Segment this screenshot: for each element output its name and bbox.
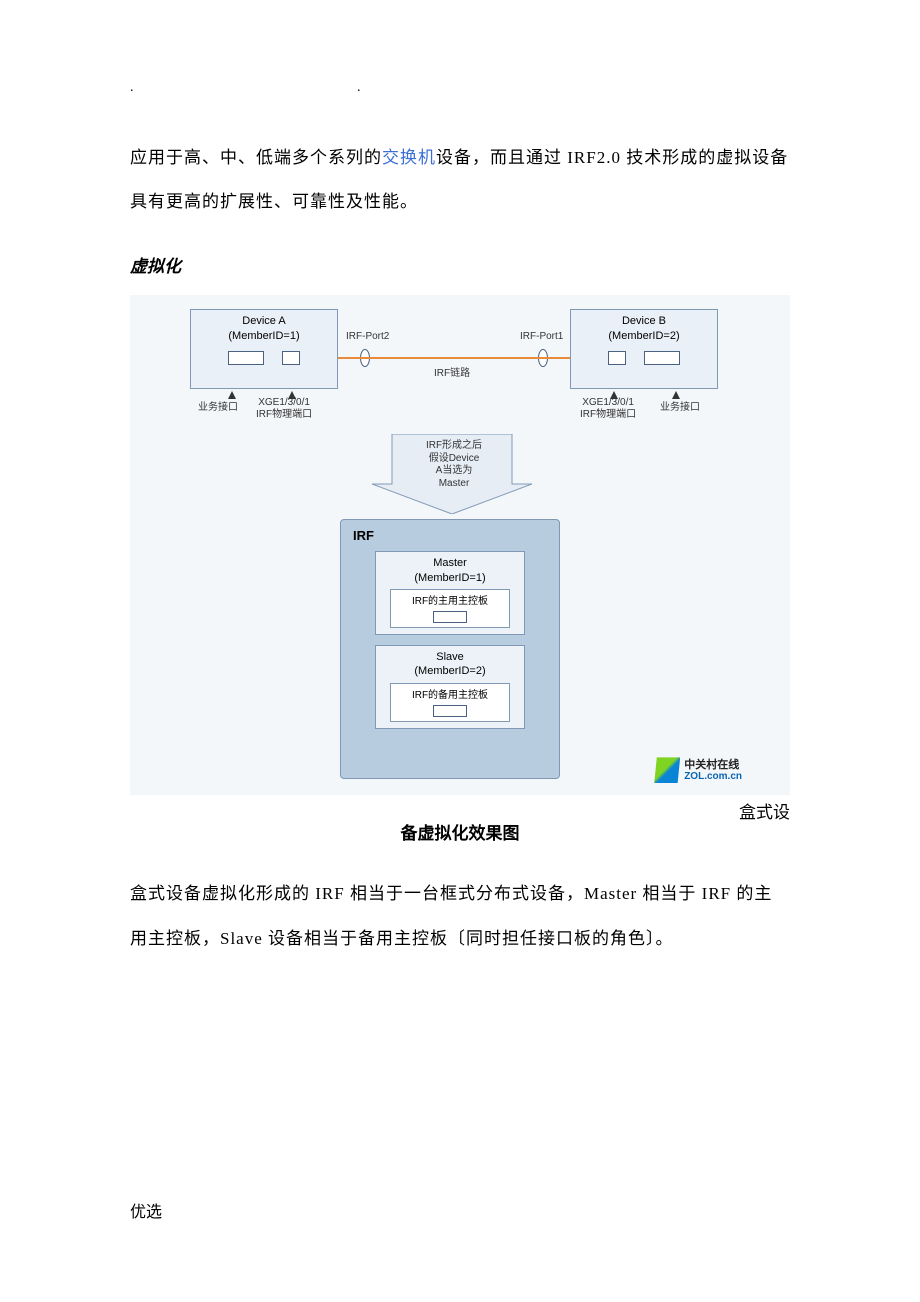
biz-port-label-a: 业务接口 (198, 402, 238, 414)
mini-slot-icon (433, 611, 467, 623)
slave-id: (MemberID=2) (376, 664, 524, 678)
device-b-box: Device B (MemberID=2) (570, 309, 718, 389)
arrow-icon (672, 391, 680, 399)
mini-slot-icon (433, 705, 467, 717)
zol-watermark: 中关村在线 ZOL.com.cn (654, 757, 742, 783)
master-id: (MemberID=1) (376, 571, 524, 585)
device-b-slot2 (644, 351, 680, 365)
para1-a: 应用于高、中、低端多个系列的 (130, 148, 382, 167)
irf-stack-box: IRF Master (MemberID=1) IRF的主用主控板 Slave … (340, 519, 560, 779)
device-a-box: Device A (MemberID=1) (190, 309, 338, 389)
arrow-icon (228, 391, 236, 399)
xge-label-b: XGE1/3/0/1IRF物理端口 (580, 397, 636, 421)
device-a-title: Device A (191, 314, 337, 328)
down-arrow-text: IRF形成之后假设DeviceA当选为Master (414, 440, 494, 490)
page-footer: 优选 (130, 1198, 162, 1222)
device-a-phys-port (282, 351, 300, 365)
switch-link[interactable]: 交换机 (382, 148, 436, 167)
master-sub: IRF的主用主控板 (390, 589, 510, 628)
xge-label-a: XGE1/3/0/1IRF物理端口 (256, 397, 312, 421)
device-b-title: Device B (571, 314, 717, 328)
figure-caption: 备虚拟化效果图 (130, 819, 790, 844)
slave-sub: IRF的备用主控板 (390, 683, 510, 722)
header-dots: . . (130, 80, 790, 96)
zol-text: 中关村在线 ZOL.com.cn (684, 759, 742, 782)
slave-title: Slave (376, 650, 524, 664)
irf-diagram: Device A (MemberID=1) 业务接口 XGE1/3/0/1IRF… (170, 309, 750, 789)
device-b-phys-port (608, 351, 626, 365)
irf-stack-title: IRF (341, 520, 559, 547)
paragraph-2: 盒式设备虚拟化形成的 IRF 相当于一台框式分布式设备，Master 相当于 I… (130, 872, 790, 960)
device-a-id: (MemberID=1) (191, 329, 337, 343)
zol-logo-icon (654, 757, 680, 783)
irf-port2-label: IRF-Port2 (346, 331, 389, 342)
master-box: Master (MemberID=1) IRF的主用主控板 (375, 551, 525, 635)
down-arrow-block: IRF形成之后假设DeviceA当选为Master (372, 434, 532, 514)
device-b-id: (MemberID=2) (571, 329, 717, 343)
irf-port1-label: IRF-Port1 (520, 331, 563, 342)
paragraph-1: 应用于高、中、低端多个系列的交换机设备，而且通过 IRF2.0 技术形成的虚拟设… (130, 136, 790, 224)
device-a-slot1 (228, 351, 264, 365)
caption-inline: 盒式设 (739, 798, 790, 823)
irf-link-line (338, 357, 570, 359)
irf-link-label: IRF链路 (434, 364, 470, 379)
slave-box: Slave (MemberID=2) IRF的备用主控板 (375, 645, 525, 729)
heading-virtualization: 虚拟化 (130, 252, 790, 277)
master-title: Master (376, 556, 524, 570)
biz-port-label-b: 业务接口 (660, 402, 700, 414)
diagram-panel: Device A (MemberID=1) 业务接口 XGE1/3/0/1IRF… (130, 295, 790, 795)
